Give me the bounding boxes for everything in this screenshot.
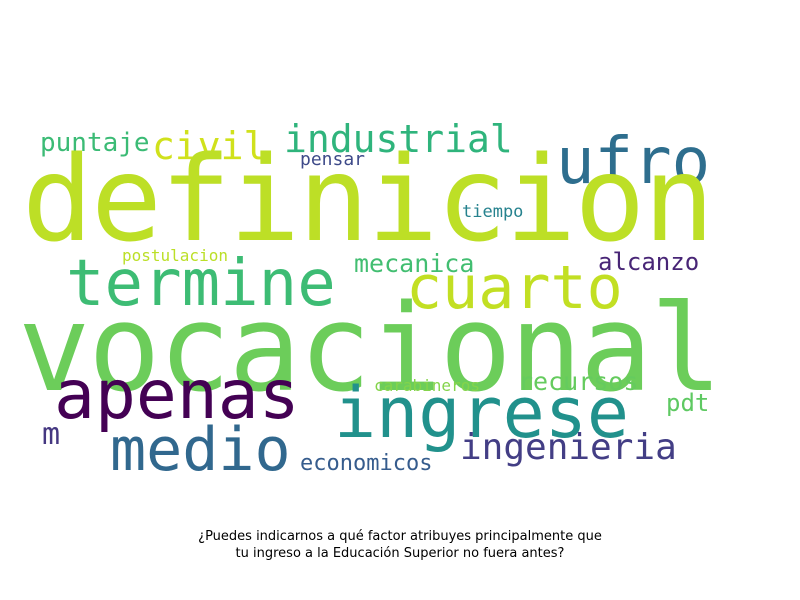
caption-line-2: tu ingreso a la Educación Superior no fu… <box>235 546 565 561</box>
word-ingenieria: ingenieria <box>460 427 677 468</box>
word-recursos: recursos <box>518 367 639 396</box>
word-puntaje: puntaje <box>40 128 150 158</box>
word-definicion: definicion <box>22 130 714 268</box>
word-industrial: industrial <box>284 117 513 161</box>
word-economicos: economicos <box>300 451 433 476</box>
word-civil: civil <box>152 124 267 168</box>
word-termine: termine <box>66 247 336 321</box>
word-pdt: pdt <box>666 389 710 417</box>
word-apenas: apenas <box>54 356 300 435</box>
word-alcanzo: alcanzo <box>598 248 700 276</box>
word-cuarto: cuarto <box>406 253 623 323</box>
word-vocacional: vocacional <box>18 280 722 419</box>
word-tiempo: tiempo <box>462 202 524 222</box>
word-mecanica: mecanica <box>354 249 475 278</box>
figure-caption: ¿Puedes indicarnos a qué factor atribuye… <box>0 528 800 562</box>
word-medio: medio <box>110 415 291 485</box>
word-ingrese: ingrese <box>334 372 630 454</box>
word-postulacion: postulacion <box>122 246 228 265</box>
word-ufro: ufro <box>556 125 711 199</box>
word-carabineros: carabineros <box>374 376 480 395</box>
caption-line-1: ¿Puedes indicarnos a qué factor atribuye… <box>198 529 602 544</box>
word-pensar: pensar <box>300 149 366 170</box>
word-m: m <box>42 417 61 452</box>
